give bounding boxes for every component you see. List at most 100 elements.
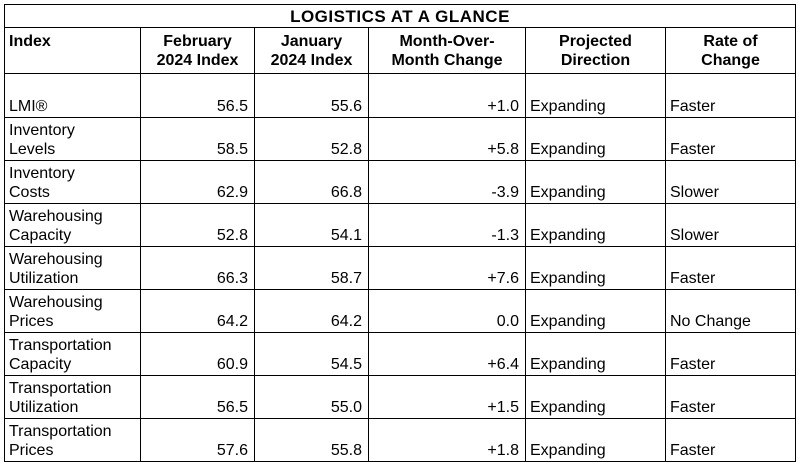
row-february-value: 62.9 <box>140 160 255 204</box>
table-row: Transportation Utilization 56.5 55.0 +1.… <box>4 375 797 419</box>
header-rate-of-change: Rate of Change <box>664 27 797 74</box>
row-index-name: LMI® <box>4 73 141 118</box>
row-january-value: 58.7 <box>254 246 369 290</box>
row-index-name: Transportation Capacity <box>4 332 141 376</box>
row-january-value: 66.8 <box>254 160 369 204</box>
row-january-value: 54.5 <box>254 332 369 376</box>
table-title: LOGISTICS AT A GLANCE <box>3 4 797 28</box>
row-february-value: 56.5 <box>140 73 255 118</box>
row-projected-direction: Expanding <box>525 73 666 118</box>
row-projected-direction: Expanding <box>525 246 666 290</box>
row-rate-of-change: Faster <box>664 117 797 161</box>
row-february-value: 56.5 <box>140 375 255 419</box>
header-rate-of-change-line2: Change <box>701 51 760 69</box>
table-row: Inventory Costs 62.9 66.8 -3.9 Expanding… <box>4 160 797 204</box>
row-rate-of-change: Faster <box>664 375 797 419</box>
row-index-name-line1: Warehousing <box>9 208 103 225</box>
row-projected-direction: Expanding <box>525 375 666 419</box>
row-index-name-line2: Prices <box>9 442 54 459</box>
row-projected-direction: Expanding <box>525 117 666 161</box>
header-projected-direction-line1: Projected <box>559 32 632 50</box>
row-february-value: 66.3 <box>140 246 255 290</box>
table-row: Inventory Levels 58.5 52.8 +5.8 Expandin… <box>4 117 797 161</box>
row-mom-change-value: -1.3 <box>368 203 526 247</box>
header-february-line2: 2024 Index <box>156 51 239 69</box>
row-index-name: Transportation Utilization <box>4 375 141 419</box>
row-index-name-line1: Inventory <box>9 165 75 182</box>
row-index-name-line1: Transportation <box>9 337 112 354</box>
row-february-value: 60.9 <box>140 332 255 376</box>
table-row: Transportation Capacity 60.9 54.5 +6.4 E… <box>4 332 797 376</box>
table-row: Warehousing Prices 64.2 64.2 0.0 Expandi… <box>4 289 797 333</box>
row-index-name: Warehousing Capacity <box>4 203 141 247</box>
row-mom-change-value: 0.0 <box>368 289 526 333</box>
row-projected-direction: Expanding <box>525 160 666 204</box>
row-index-name-line2: Prices <box>9 313 54 330</box>
row-february-value: 57.6 <box>140 418 255 462</box>
table-row: Warehousing Utilization 66.3 58.7 +7.6 E… <box>4 246 797 290</box>
row-rate-of-change: No Change <box>664 289 797 333</box>
row-january-value: 55.8 <box>254 418 369 462</box>
row-projected-direction: Expanding <box>525 418 666 462</box>
row-index-name-line2: Costs <box>9 184 50 201</box>
header-february: February 2024 Index <box>140 27 255 74</box>
row-index-name: Warehousing Utilization <box>4 246 141 290</box>
row-rate-of-change: Faster <box>664 418 797 462</box>
row-january-value: 64.2 <box>254 289 369 333</box>
row-index-name-line1: Warehousing <box>9 294 103 311</box>
header-projected-direction: Projected Direction <box>525 27 666 74</box>
header-january-line1: January <box>280 32 343 50</box>
row-february-value: 58.5 <box>140 117 255 161</box>
header-february-line1: February <box>163 32 232 50</box>
header-index-label: Index <box>9 33 51 50</box>
row-mom-change-value: +5.8 <box>368 117 526 161</box>
header-january: January 2024 Index <box>254 27 369 74</box>
row-index-name: Inventory Levels <box>4 117 141 161</box>
row-index-name: Transportation Prices <box>4 418 141 462</box>
row-index-name-line2: Capacity <box>9 227 72 244</box>
header-projected-direction-line2: Direction <box>560 51 631 69</box>
row-rate-of-change: Slower <box>664 160 797 204</box>
row-mom-change-value: +1.0 <box>368 73 526 118</box>
row-index-name-line1: Transportation <box>9 380 112 397</box>
row-index-name: Inventory Costs <box>4 160 141 204</box>
table-row: Warehousing Capacity 52.8 54.1 -1.3 Expa… <box>4 203 797 247</box>
header-mom-change: Month-Over- Month Change <box>368 27 526 74</box>
title-row: LOGISTICS AT A GLANCE <box>3 4 797 28</box>
logistics-table-container: LOGISTICS AT A GLANCE Index February 202… <box>3 4 797 462</box>
row-january-value: 54.1 <box>254 203 369 247</box>
row-mom-change-value: +1.8 <box>368 418 526 462</box>
header-mom-change-line2: Month Change <box>391 51 503 69</box>
row-rate-of-change: Faster <box>664 246 797 290</box>
header-row: Index February 2024 Index January 2024 I… <box>4 27 797 74</box>
row-index-name-line2: Levels <box>9 141 56 158</box>
row-index-name-line2: Utilization <box>9 270 79 287</box>
row-projected-direction: Expanding <box>525 203 666 247</box>
row-index-name: Warehousing Prices <box>4 289 141 333</box>
row-index-name-line1: Warehousing <box>9 251 103 268</box>
header-rate-of-change-line1: Rate of <box>703 32 758 50</box>
row-january-value: 52.8 <box>254 117 369 161</box>
row-projected-direction: Expanding <box>525 332 666 376</box>
row-rate-of-change: Faster <box>664 73 797 118</box>
row-mom-change-value: +6.4 <box>368 332 526 376</box>
row-index-name-line2: Capacity <box>9 356 72 373</box>
row-february-value: 64.2 <box>140 289 255 333</box>
row-mom-change-value: +7.6 <box>368 246 526 290</box>
row-mom-change-value: -3.9 <box>368 160 526 204</box>
row-january-value: 55.6 <box>254 73 369 118</box>
row-index-name-line1: LMI® <box>9 98 48 115</box>
row-february-value: 52.8 <box>140 203 255 247</box>
row-projected-direction: Expanding <box>525 289 666 333</box>
header-index: Index <box>4 27 141 74</box>
header-january-line2: 2024 Index <box>270 51 353 69</box>
logistics-table: LOGISTICS AT A GLANCE Index February 202… <box>3 4 797 462</box>
row-rate-of-change: Faster <box>664 332 797 376</box>
table-row: LMI® 56.5 55.6 +1.0 Expanding Faster <box>4 73 797 118</box>
row-index-name-line1: Inventory <box>9 122 75 139</box>
row-index-name-line2: Utilization <box>9 399 79 416</box>
table-row: Transportation Prices 57.6 55.8 +1.8 Exp… <box>4 418 797 462</box>
row-mom-change-value: +1.5 <box>368 375 526 419</box>
row-rate-of-change: Slower <box>664 203 797 247</box>
row-index-name-line1: Transportation <box>9 423 112 440</box>
